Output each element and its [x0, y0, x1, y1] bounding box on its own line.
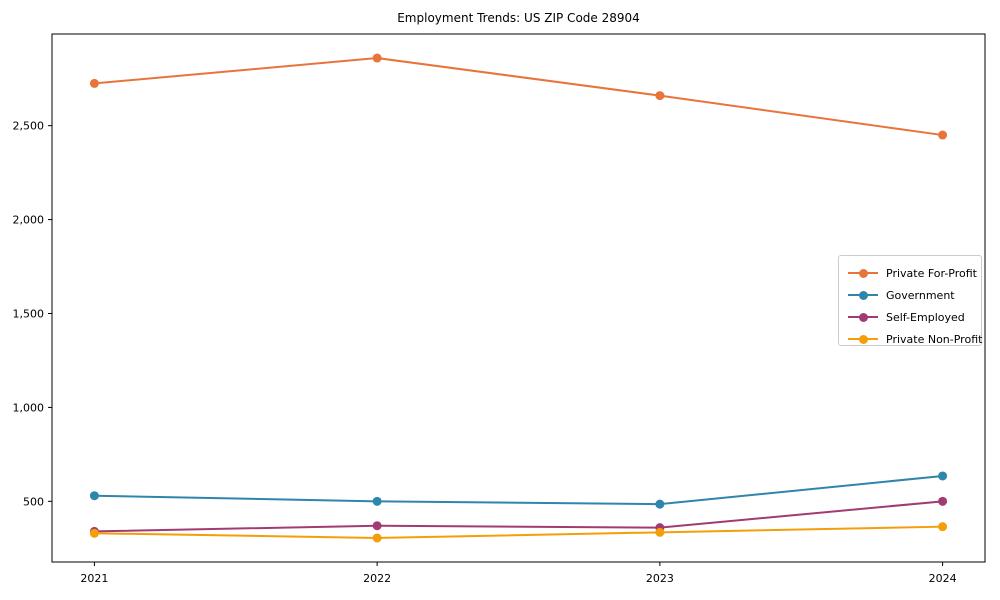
- legend-label: Private Non-Profit: [886, 332, 983, 346]
- legend-entry: Private Non-Profit: [839, 328, 983, 350]
- data-point-marker: [938, 471, 948, 481]
- y-axis-tick-label: 1,000: [13, 401, 45, 414]
- data-point-marker: [89, 78, 99, 88]
- data-point-marker: [372, 496, 382, 506]
- x-axis-tick-label: 2021: [80, 572, 108, 585]
- series-line: [94, 525, 943, 539]
- legend-line-marker-icon: [848, 312, 878, 322]
- series-line: [94, 474, 943, 506]
- y-axis-tick-label: 2,500: [13, 120, 45, 133]
- y-axis-tick-label: 1,500: [13, 307, 45, 320]
- data-point-marker: [655, 527, 665, 537]
- data-point-marker: [655, 91, 665, 101]
- data-point-marker: [938, 522, 948, 532]
- legend-line-marker-icon: [848, 290, 878, 300]
- legend-line-marker-icon: [848, 268, 878, 278]
- data-point-marker: [89, 528, 99, 538]
- legend-entry: Self-Employed: [839, 306, 981, 328]
- y-axis-tick-label: 2,000: [13, 214, 45, 227]
- legend: Private For-Profit Government Self-Employe…: [838, 255, 982, 346]
- legend-entry: Private For-Profit: [839, 262, 981, 284]
- series-line: [94, 57, 943, 137]
- data-point-marker: [372, 521, 382, 531]
- data-point-marker: [372, 53, 382, 63]
- plot-frame: [51, 33, 986, 563]
- x-axis-tick-label: 2024: [929, 572, 957, 585]
- data-point-marker: [655, 499, 665, 509]
- legend-entry: Government: [839, 284, 981, 306]
- series-line: [94, 500, 943, 533]
- legend-label: Private For-Profit: [886, 266, 977, 280]
- legend-label: Government: [886, 288, 955, 302]
- legend-label: Self-Employed: [886, 310, 965, 324]
- y-axis-tick-label: 500: [23, 495, 44, 508]
- chart-title: Employment Trends: US ZIP Code 28904: [397, 11, 640, 25]
- data-point-marker: [372, 533, 382, 543]
- data-point-marker: [938, 496, 948, 506]
- data-point-marker: [938, 130, 948, 140]
- x-axis-tick-label: 2023: [646, 572, 674, 585]
- data-point-marker: [89, 491, 99, 501]
- legend-line-marker-icon: [848, 334, 878, 344]
- x-axis-tick-label: 2022: [363, 572, 391, 585]
